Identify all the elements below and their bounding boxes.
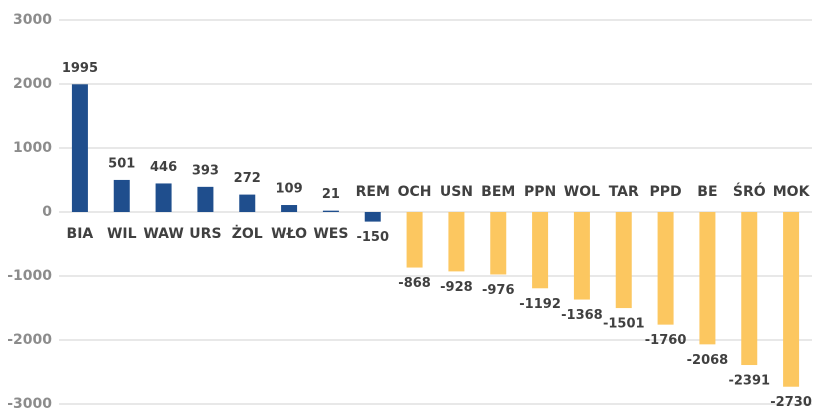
x-tick-label: REM: [356, 184, 390, 200]
bar: [490, 212, 507, 275]
value-label: 272: [234, 171, 261, 186]
bar: [113, 179, 130, 212]
value-label: -1192: [519, 297, 561, 312]
x-tick-label: ŚRÓ: [733, 182, 766, 200]
x-tick-label: MOK: [773, 184, 811, 200]
bar: [699, 212, 716, 345]
value-label: -2730: [770, 395, 812, 410]
x-tick-label: PPN: [524, 184, 556, 200]
bar: [783, 212, 800, 387]
value-label: 393: [192, 163, 219, 178]
value-label: -868: [398, 276, 431, 291]
y-tick-label: 3000: [13, 12, 52, 28]
y-tick-label: 0: [42, 204, 52, 220]
y-tick-label: 1000: [13, 140, 52, 156]
y-tick-label: -3000: [7, 396, 52, 412]
x-tick-label: WES: [313, 226, 348, 242]
value-label: -976: [482, 283, 515, 298]
bar: [573, 212, 590, 300]
bar: [281, 205, 298, 212]
x-tick-label: BIA: [67, 226, 94, 242]
x-tick-label: TAR: [609, 184, 639, 200]
x-tick-label: OCH: [398, 184, 432, 200]
y-tick-label: 2000: [13, 76, 52, 92]
bar: [197, 186, 214, 212]
x-tick-label: WŁO: [271, 226, 307, 242]
bar: [448, 212, 465, 272]
bar: [239, 194, 256, 212]
x-tick-label: PPD: [650, 184, 682, 200]
value-label: -1368: [561, 308, 603, 323]
value-label: -2391: [728, 374, 770, 389]
x-tick-label: WAW: [143, 226, 183, 242]
bar: [657, 212, 674, 325]
bar: [741, 212, 758, 366]
y-tick-label: -1000: [7, 268, 52, 284]
value-label: 501: [108, 156, 135, 171]
x-tick-label: BE: [697, 184, 717, 200]
value-label: 109: [276, 182, 303, 197]
x-tick-label: ŻOL: [232, 225, 263, 242]
value-label: -2068: [687, 353, 729, 368]
bar: [155, 183, 172, 212]
bar: [615, 212, 632, 309]
value-label: -928: [440, 280, 473, 295]
bar: [532, 212, 549, 289]
y-tick-label: -2000: [7, 332, 52, 348]
bar: [71, 84, 88, 212]
x-tick-label: WIL: [107, 226, 137, 242]
value-label: 21: [322, 187, 340, 202]
bar: [364, 212, 381, 222]
x-tick-label: BEM: [481, 184, 515, 200]
value-label: 1995: [62, 61, 98, 76]
value-label: -150: [356, 230, 389, 245]
bar: [322, 210, 339, 212]
x-tick-label: USN: [440, 184, 473, 200]
x-tick-label: URS: [189, 226, 221, 242]
bar: [406, 212, 423, 268]
x-tick-label: WOL: [564, 184, 600, 200]
value-label: -1501: [603, 317, 645, 332]
value-label: 446: [150, 160, 177, 175]
value-label: -1760: [645, 333, 687, 348]
